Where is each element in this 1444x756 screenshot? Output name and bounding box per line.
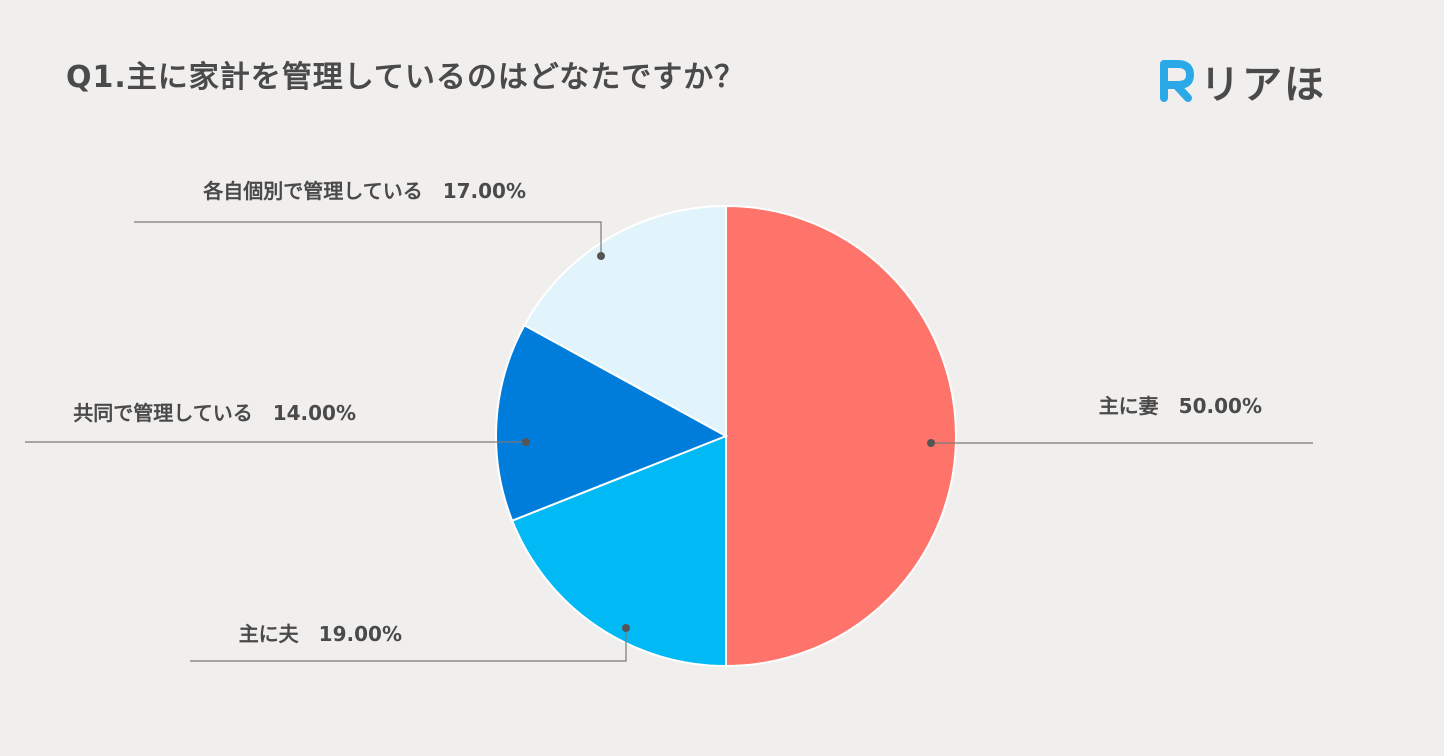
slice-label-0: 主に妻 50.00% — [1099, 394, 1262, 418]
leader-lines — [25, 221, 1313, 662]
logo-text: リアほ — [1200, 62, 1326, 108]
pie-slice-3 — [523, 204, 727, 438]
leader-dot-0 — [927, 439, 935, 447]
leader-line-1 — [190, 628, 627, 662]
leader-dot-2 — [522, 438, 530, 446]
pie-slices — [495, 204, 957, 668]
leader-dot-1 — [622, 624, 630, 632]
chart-title: Q1.主に家計を管理しているのはどなたですか？ — [66, 60, 746, 95]
slice-label-1: 主に夫 19.00% — [239, 622, 402, 646]
pie-slice-1 — [510, 434, 727, 668]
slice-label-2: 共同で管理している 14.00% — [73, 401, 356, 425]
leader-line-3 — [134, 221, 602, 256]
brand-logo: リアほ — [1156, 52, 1326, 110]
pie-slice-2 — [495, 323, 729, 522]
pie-slice-0 — [725, 204, 957, 668]
logo-r-icon — [1160, 60, 1194, 102]
slice-labels: 主に妻 50.00% 主に夫 19.00% 共同で管理している 14.00% 各自個別… — [73, 179, 1262, 646]
leader-dot-3 — [597, 252, 605, 260]
slice-label-3: 各自個別で管理している 17.00% — [202, 179, 526, 203]
